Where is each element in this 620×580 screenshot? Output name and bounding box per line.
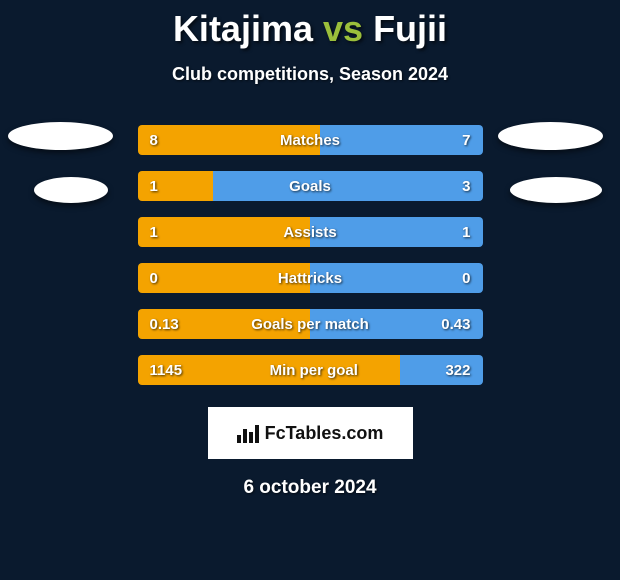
player-b-name: Fujii: [373, 8, 447, 49]
stat-left-value: 8: [150, 132, 158, 149]
stat-label: Goals: [158, 178, 462, 195]
stat-left-value: 1: [150, 224, 158, 241]
bars-icon: [237, 423, 259, 443]
stat-row: 1Goals3: [138, 171, 483, 201]
stat-label: Matches: [158, 132, 462, 149]
stat-row: 8Matches7: [138, 125, 483, 155]
stat-left-value: 0: [150, 270, 158, 287]
stat-label: Assists: [158, 224, 462, 241]
stat-right-value: 0: [462, 270, 470, 287]
stat-row: 0.13Goals per match0.43: [138, 309, 483, 339]
stat-row: 1Assists1: [138, 217, 483, 247]
fctables-logo: FcTables.com: [208, 407, 413, 459]
comparison-title: Kitajima vs Fujii: [0, 0, 620, 50]
badge-oval: [498, 122, 603, 150]
stat-right-value: 1: [462, 224, 470, 241]
subtitle: Club competitions, Season 2024: [0, 64, 620, 85]
stat-right-value: 3: [462, 178, 470, 195]
stat-left-value: 1145: [150, 362, 183, 379]
stat-label: Hattricks: [158, 270, 462, 287]
stat-right-value: 0.43: [441, 316, 470, 333]
stat-label: Goals per match: [179, 316, 442, 333]
vs-word: vs: [323, 8, 363, 49]
date-text: 6 october 2024: [0, 477, 620, 499]
logo-text: FcTables.com: [265, 423, 384, 444]
stat-right-value: 7: [462, 132, 470, 149]
stat-label: Min per goal: [182, 362, 445, 379]
stat-left-value: 1: [150, 178, 158, 195]
badge-oval: [8, 122, 113, 150]
stat-row: 0Hattricks0: [138, 263, 483, 293]
stat-right-value: 322: [445, 362, 470, 379]
stat-row: 1145Min per goal322: [138, 355, 483, 385]
badge-oval: [510, 177, 602, 203]
badge-oval: [34, 177, 108, 203]
player-a-name: Kitajima: [173, 8, 313, 49]
stat-left-value: 0.13: [150, 316, 179, 333]
stats-bars: 8Matches71Goals31Assists10Hattricks00.13…: [138, 125, 483, 385]
